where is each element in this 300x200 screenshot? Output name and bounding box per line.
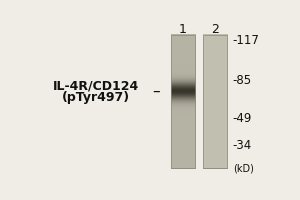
- Text: -117: -117: [233, 34, 260, 47]
- Text: -85: -85: [233, 74, 252, 87]
- Text: IL-4R/CD124: IL-4R/CD124: [52, 79, 139, 92]
- Text: (kD): (kD): [233, 164, 254, 174]
- Bar: [171, 35, 195, 168]
- Bar: [171, 35, 195, 168]
- Text: 2: 2: [211, 23, 218, 36]
- Bar: [202, 35, 226, 168]
- Text: –: –: [152, 83, 160, 98]
- Text: -49: -49: [233, 112, 252, 125]
- Text: (pTyr497): (pTyr497): [61, 91, 130, 104]
- Bar: [202, 35, 226, 168]
- Text: -34: -34: [233, 139, 252, 152]
- Text: 1: 1: [179, 23, 187, 36]
